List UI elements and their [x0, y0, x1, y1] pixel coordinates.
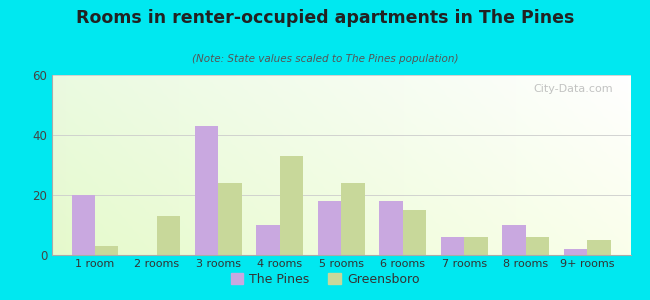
Bar: [280, 156, 303, 255]
Bar: [464, 237, 488, 255]
Bar: [526, 237, 549, 255]
Text: (Note: State values scaled to The Pines population): (Note: State values scaled to The Pines …: [192, 54, 458, 64]
Bar: [318, 201, 341, 255]
Legend: The Pines, Greensboro: The Pines, Greensboro: [226, 268, 424, 291]
Bar: [195, 126, 218, 255]
Text: City-Data.com: City-Data.com: [534, 84, 613, 94]
Bar: [256, 225, 280, 255]
Text: Rooms in renter-occupied apartments in The Pines: Rooms in renter-occupied apartments in T…: [76, 9, 574, 27]
Bar: [341, 183, 365, 255]
Bar: [564, 249, 588, 255]
Bar: [502, 225, 526, 255]
Bar: [441, 237, 464, 255]
Bar: [403, 210, 426, 255]
Bar: [72, 195, 95, 255]
Bar: [95, 246, 118, 255]
Bar: [157, 216, 180, 255]
Bar: [588, 240, 611, 255]
Bar: [380, 201, 403, 255]
Bar: [218, 183, 242, 255]
